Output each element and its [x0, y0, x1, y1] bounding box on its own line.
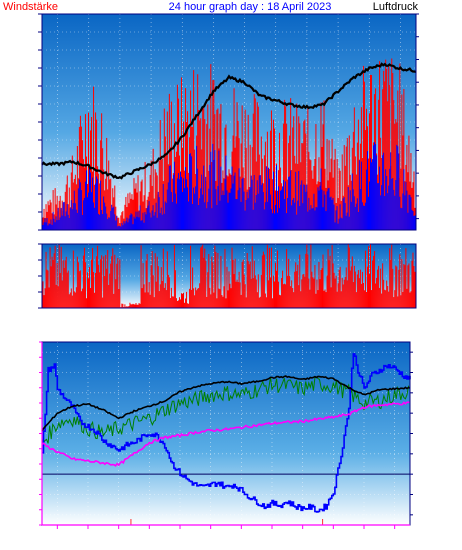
panel1-right-label: Luftdruck: [373, 1, 419, 13]
luftfeuchte-line: [42, 353, 411, 513]
panel1-frame: [41, 13, 417, 231]
panel1-wind-bars: [41, 58, 416, 230]
panel2-left-ticks: [38, 243, 42, 309]
pressure-line: [41, 62, 417, 180]
panel3-lines: [41, 353, 411, 513]
panel3-event-markers: [130, 519, 324, 525]
taupunkt-line: [41, 401, 411, 467]
panel1-left-ticks: [38, 13, 42, 231]
panel1-left-label: Windstärke: [3, 1, 58, 13]
chart-title: 24 hour graph day : 18 April 2023: [169, 1, 332, 13]
windchill-line: [41, 376, 411, 445]
temperatur-line: [41, 375, 411, 432]
panel2-frame: [41, 243, 417, 309]
panel1-pressure-line: [41, 62, 417, 180]
panel3-x-ticks: [56, 525, 396, 529]
panel3-grid: [42, 342, 410, 525]
panel2-direction-bars: [41, 244, 416, 308]
